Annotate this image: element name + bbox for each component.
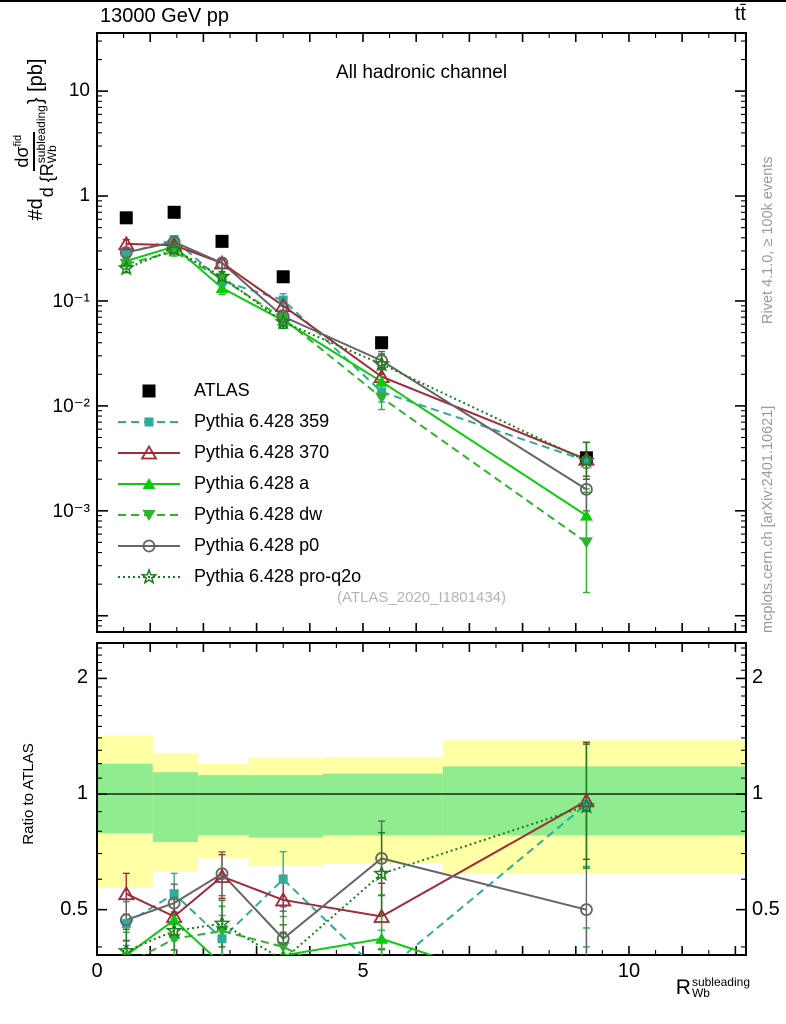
legend-label: Pythia 6.428 dw <box>194 504 323 524</box>
rivet-version-note: Rivet 4.1.0, ≥ 100k events <box>760 156 776 324</box>
process-label: tt̄ <box>734 3 746 25</box>
pythia-dw-marker-icon <box>118 509 180 521</box>
x-axis-title: R subleading Wb <box>675 974 750 1000</box>
legend-item-pythia-370: Pythia 6.428 370 <box>116 437 361 468</box>
x-tick-10: 10 <box>617 960 641 982</box>
top-rule <box>0 0 786 2</box>
mcplots-arxiv-note: mcplots.cern.ch [arXiv:2401.10621] <box>760 405 776 633</box>
x-title-base: R <box>675 976 691 999</box>
y-title-fraction: dσfid d {R subleading Wb <box>12 105 60 198</box>
pythia-a-marker-icon <box>118 477 180 489</box>
pythia-p0-marker-icon <box>118 539 180 552</box>
legend-item-pythia-a: Pythia 6.428 a <box>116 468 361 499</box>
pythia-359-marker-icon <box>118 417 180 426</box>
y-tick-1e-2: 10⁻² <box>52 396 91 417</box>
ratio-tick-05-right: 0.5 <box>752 898 780 920</box>
legend-label: Pythia 6.428 370 <box>194 442 330 462</box>
plot-title: All hadronic channel <box>335 62 508 83</box>
y-tick-10: 10 <box>68 80 90 101</box>
y-tick-1: 1 <box>79 185 90 206</box>
legend: ATLAS Pythia 6.428 359 Pythia 6.428 370 … <box>116 375 361 592</box>
legend-item-pythia-359: Pythia 6.428 359 <box>116 406 361 437</box>
legend-label: Pythia 6.428 a <box>194 473 310 493</box>
y-axis-title: #d dσfid d {R subleading Wb } [pb] <box>6 27 66 252</box>
ratio-tick-1-right: 1 <box>752 782 764 804</box>
legend-item-pythia-pro-q2o: Pythia 6.428 pro-q2o <box>116 561 361 592</box>
analysis-watermark: (ATLAS_2020_I1801434) <box>336 589 506 606</box>
ratio-tick-2-right: 2 <box>752 666 764 688</box>
legend-item-atlas: ATLAS <box>116 375 361 406</box>
y-title-numerator: dσfid <box>12 131 36 171</box>
legend-label: Pythia 6.428 pro-q2o <box>194 566 362 586</box>
legend-label: ATLAS <box>194 380 250 400</box>
legend-label: Pythia 6.428 p0 <box>194 535 320 555</box>
y-tick-1e-3: 10⁻³ <box>52 501 91 522</box>
y-tick-1e-1: 10⁻¹ <box>52 291 91 312</box>
ratio-tick-2-left: 2 <box>76 666 88 688</box>
ratio-tick-05-left: 0.5 <box>60 898 88 920</box>
legend-item-pythia-p0: Pythia 6.428 p0 <box>116 530 361 561</box>
y-title-denominator: d {R subleading Wb <box>34 105 60 198</box>
pythia-370-marker-icon <box>118 444 180 459</box>
legend-item-pythia-dw: Pythia 6.428 dw <box>116 499 361 530</box>
x-tick-0: 0 <box>91 960 103 982</box>
ratio-tick-1-left: 1 <box>76 782 88 804</box>
atlas-marker-icon <box>142 384 156 397</box>
pythia-pro-q2o-marker-icon <box>118 567 180 584</box>
beam-energy-label: 13000 GeV pp <box>100 5 229 27</box>
ratio-axis-title: Ratio to ATLAS <box>20 743 37 845</box>
legend-label: Pythia 6.428 359 <box>194 411 330 431</box>
x-tick-5: 5 <box>357 960 369 982</box>
y-title-prefix: #d <box>24 198 47 221</box>
y-title-suffix: } [pb] <box>24 58 47 105</box>
